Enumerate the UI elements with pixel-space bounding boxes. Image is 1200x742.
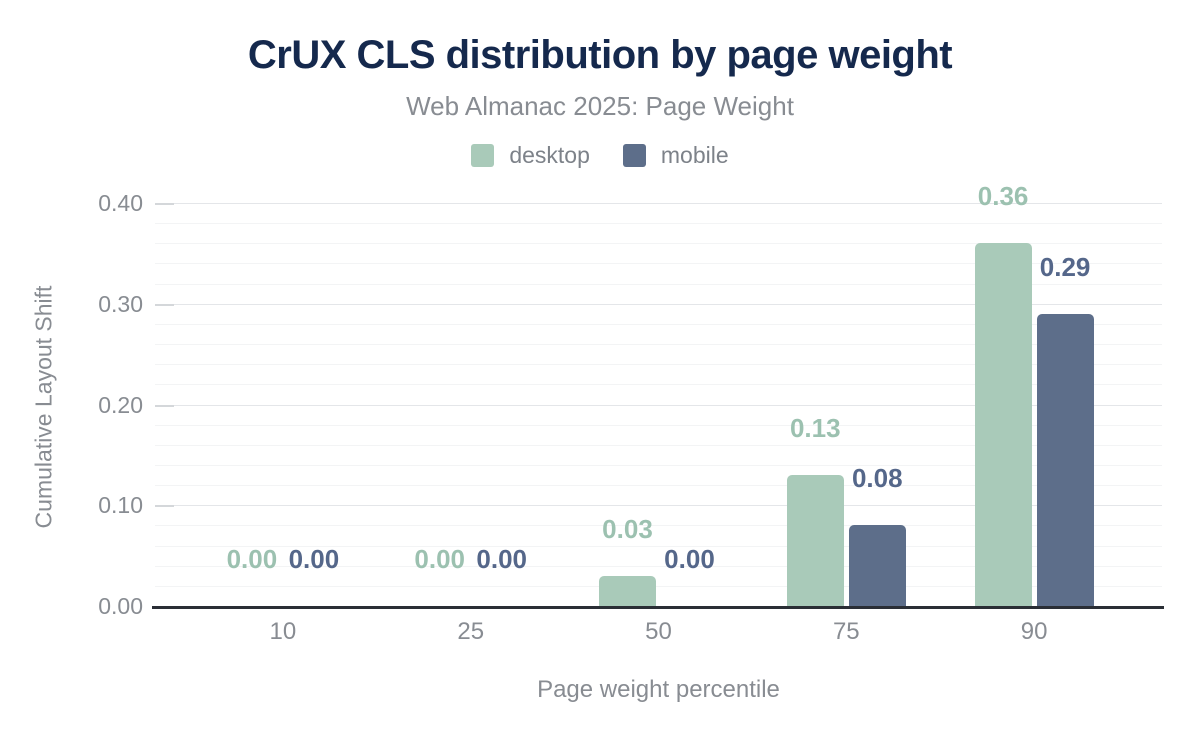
mobile-value-label: 0.00 [664,544,715,574]
x-tick-label: 90 [1020,618,1048,645]
legend-label-mobile: mobile [660,142,729,168]
minor-gridline [155,243,1162,245]
mobile-value-label: 0.29 [1039,251,1091,282]
chart-title: CrUX CLS distribution by page weight [247,33,953,77]
minor-gridline [155,565,1162,567]
mobile-bar-col: 0.29 [1036,203,1094,606]
y-tick-label: 0.00 [98,593,143,619]
desktop-bar-col: 0.00 [411,203,468,606]
x-axis-labels: 10 25 50 75 90 [155,618,1162,646]
desktop-bar [786,475,844,606]
minor-gridline [155,444,1162,446]
y-tick-label: 0.40 [98,190,143,216]
x-axis-title: Page weight percentile [537,676,780,703]
desktop-value-label: 0.36 [977,181,1029,212]
mobile-value-label: 0.00 [476,544,527,574]
minor-gridline [155,464,1162,466]
plot-area: 0.00 0.00 0.00 0.00 0.03 0.00 0.13 0.08 0.36 0.29 [152,182,1164,609]
minor-gridline [155,344,1162,346]
minor-gridline [155,283,1162,285]
desktop-value-label: 0.00 [226,544,278,574]
y-tick-label: 0.20 [98,391,143,418]
bar-group-50: 0.03 0.00 [565,203,753,606]
x-tick-label: 50 [645,618,672,645]
major-gridline [155,505,1162,507]
minor-gridline [155,424,1162,426]
y-axis-labels: 0.00 0.10 0.20 0.30 0.40 [0,191,143,618]
desktop-bar-col: 0.00 [223,203,280,606]
minor-gridline [155,323,1162,325]
bars: 0.00 0.00 0.00 0.00 0.03 0.00 0.13 0.08 0.36 0.29 [155,182,1162,606]
y-tick-mark [155,404,174,407]
mobile-value-label: 0.00 [288,544,340,574]
bar-group-10: 0.00 0.00 [189,203,377,606]
minor-gridline [155,485,1162,487]
desktop-value-label: 0.03 [602,513,653,544]
x-tick-label: 25 [457,618,485,645]
desktop-value-label: 0.13 [789,413,841,444]
desktop-value-label: 0.00 [414,544,465,574]
x-axis-line [152,606,1164,609]
major-gridline [155,404,1162,406]
y-tick-mark [155,203,174,205]
legend-item-desktop[interactable]: desktop [471,142,590,169]
minor-gridline [155,263,1162,265]
y-tick-mark [155,303,174,306]
desktop-bar-col: 0.13 [786,203,844,606]
x-tick-label: 75 [832,618,860,645]
legend-label-desktop: desktop [509,142,590,168]
desktop-bar [974,243,1032,606]
y-tick-label: 0.30 [98,290,143,317]
minor-gridline [155,585,1162,587]
mobile-bar [1036,313,1094,606]
mobile-value-label: 0.08 [851,463,903,494]
major-gridline [155,303,1162,305]
desktop-bar-col: 0.36 [974,182,1032,606]
bar-group-25: 0.00 0.00 [377,203,565,606]
x-tick-label: 10 [269,618,297,645]
mobile-bar-col: 0.08 [848,203,906,606]
mobile-bar-col: 0.00 [473,203,530,606]
desktop-bar-col: 0.03 [598,203,656,606]
mobile-bar [848,525,906,606]
bar-group-90: 0.36 0.29 [940,182,1128,606]
legend-item-mobile[interactable]: mobile [622,142,729,169]
mobile-swatch-icon [622,144,646,167]
desktop-swatch-icon [471,144,495,167]
minor-gridline [155,223,1162,225]
mobile-bar-col: 0.00 [285,203,342,606]
y-tick-mark [155,505,174,508]
minor-gridline [155,525,1162,527]
minor-gridline [155,545,1162,547]
y-tick-label: 0.10 [98,492,143,519]
major-gridline [155,203,1162,204]
minor-gridline [155,364,1162,366]
bar-group-75: 0.13 0.08 [752,203,940,606]
chart-subtitle: Web Almanac 2025: Page Weight [406,91,794,121]
legend: desktop mobile [0,142,1200,169]
mobile-bar-col: 0.00 [661,203,718,606]
minor-gridline [155,384,1162,386]
desktop-bar [598,575,656,606]
